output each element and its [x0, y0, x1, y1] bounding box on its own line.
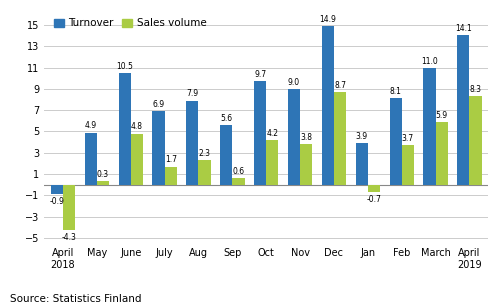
Text: 5.9: 5.9 — [436, 111, 448, 120]
Text: 9.0: 9.0 — [288, 78, 300, 87]
Text: Source: Statistics Finland: Source: Statistics Finland — [10, 295, 141, 304]
Text: 4.9: 4.9 — [85, 121, 97, 130]
Text: 0.3: 0.3 — [97, 170, 109, 179]
Bar — [288, 89, 300, 185]
Bar — [152, 111, 165, 185]
Text: 8.7: 8.7 — [334, 81, 346, 90]
Bar — [355, 143, 368, 185]
Text: 9.7: 9.7 — [254, 70, 266, 79]
Text: 4.2: 4.2 — [266, 129, 279, 138]
Bar — [457, 35, 469, 185]
Bar — [322, 26, 334, 185]
Bar — [131, 134, 143, 185]
Text: 14.9: 14.9 — [319, 15, 336, 24]
Bar — [51, 185, 63, 194]
Bar — [220, 125, 232, 185]
Text: 2.3: 2.3 — [199, 149, 211, 158]
Bar — [423, 68, 436, 185]
Bar — [186, 101, 199, 185]
Text: 1.7: 1.7 — [165, 155, 176, 164]
Bar — [469, 96, 482, 185]
Text: 0.6: 0.6 — [232, 167, 245, 176]
Text: 7.9: 7.9 — [186, 89, 199, 98]
Text: 8.1: 8.1 — [389, 87, 401, 96]
Text: 11.0: 11.0 — [421, 57, 438, 66]
Text: -4.3: -4.3 — [62, 233, 76, 242]
Text: 3.9: 3.9 — [355, 132, 368, 141]
Bar — [199, 160, 211, 185]
Bar — [165, 167, 177, 185]
Text: 6.9: 6.9 — [152, 100, 165, 109]
Text: 3.8: 3.8 — [300, 133, 312, 142]
Text: -0.7: -0.7 — [366, 195, 382, 204]
Text: 14.1: 14.1 — [455, 23, 472, 33]
Text: 10.5: 10.5 — [116, 62, 133, 71]
Text: 8.3: 8.3 — [469, 85, 482, 94]
Bar — [334, 92, 346, 185]
Bar — [368, 185, 380, 192]
Bar — [436, 122, 448, 185]
Bar — [300, 144, 312, 185]
Bar — [63, 185, 75, 230]
Text: 4.8: 4.8 — [131, 123, 143, 132]
Text: 5.6: 5.6 — [220, 114, 232, 123]
Text: -0.9: -0.9 — [49, 197, 65, 206]
Text: 3.7: 3.7 — [402, 134, 414, 143]
Bar — [254, 81, 266, 185]
Bar — [97, 181, 109, 185]
Bar — [85, 133, 97, 185]
Bar — [402, 145, 414, 185]
Bar — [232, 178, 245, 185]
Bar — [266, 140, 279, 185]
Bar — [118, 73, 131, 185]
Bar — [389, 98, 402, 185]
Legend: Turnover, Sales volume: Turnover, Sales volume — [50, 14, 211, 33]
